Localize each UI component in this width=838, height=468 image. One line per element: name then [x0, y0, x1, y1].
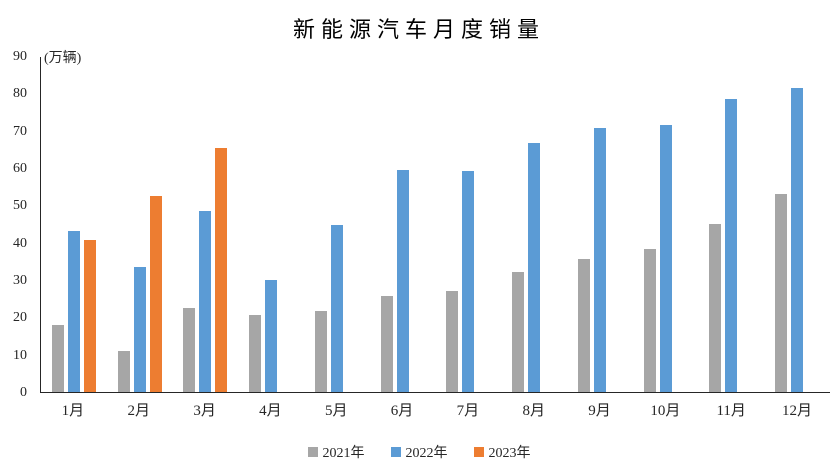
- legend-label: 2022年: [405, 446, 448, 461]
- bar: [528, 143, 541, 392]
- legend-swatch-icon: [473, 447, 484, 457]
- bar: [83, 239, 96, 392]
- bar: [659, 125, 672, 392]
- x-axis-labels: 1月 2月 3月 4月 5月 6月 7月 8月 9月 10月 11月 12月: [40, 399, 830, 420]
- x-tick-label: 1月: [61, 403, 85, 419]
- bar: [512, 272, 525, 392]
- bar: [314, 311, 327, 392]
- month-group: [41, 57, 107, 392]
- month-group: [633, 57, 699, 392]
- bar: [791, 88, 804, 392]
- x-tick-label: 2月: [127, 403, 150, 419]
- legend-item: 2022年: [390, 442, 448, 462]
- bar: [330, 225, 343, 392]
- bar: [643, 249, 656, 392]
- legend: 2021年 2022年 2023年: [0, 442, 838, 462]
- y-tick-label: 90: [13, 49, 27, 64]
- month-group: [238, 57, 304, 392]
- month-group: [436, 57, 502, 392]
- x-tick-label: 10月: [650, 403, 681, 419]
- bar: [149, 196, 162, 392]
- bar: [396, 169, 409, 392]
- y-tick-label: 10: [13, 347, 27, 363]
- month-group: [501, 57, 567, 392]
- bar: [51, 325, 64, 392]
- bar: [775, 193, 788, 392]
- month-group: [567, 57, 633, 392]
- x-tick-label: 8月: [522, 403, 545, 419]
- y-axis-ticks: 0 10 20 30 40 50 60 70 80 90: [0, 49, 33, 400]
- x-tick-label: 5月: [324, 403, 348, 419]
- x-tick-label: 6月: [390, 403, 414, 419]
- month-group: [699, 57, 765, 392]
- bar: [133, 267, 146, 392]
- bar: [709, 224, 722, 392]
- y-axis-unit-label: (万辆): [44, 51, 82, 66]
- month-group: [764, 57, 830, 392]
- x-tick-label: 4月: [259, 403, 282, 419]
- bar: [725, 98, 738, 392]
- y-tick-label: 50: [13, 198, 27, 214]
- legend-item: 2023年: [473, 442, 531, 462]
- y-tick-label: 0: [20, 385, 27, 400]
- bar: [593, 127, 606, 392]
- x-tick-label: 9月: [588, 403, 611, 419]
- bar: [265, 280, 278, 392]
- bar: [446, 290, 459, 392]
- month-group: [304, 57, 370, 392]
- bar: [215, 148, 228, 392]
- legend-swatch-icon: [390, 447, 401, 457]
- month-group: [107, 57, 173, 392]
- bar: [67, 231, 80, 392]
- y-tick-label: 20: [13, 310, 27, 326]
- bar: [199, 211, 212, 392]
- y-tick-label: 40: [13, 235, 27, 251]
- legend-swatch-icon: [307, 447, 318, 457]
- bar: [117, 350, 130, 392]
- y-tick-label: 80: [13, 86, 27, 102]
- bar: [577, 258, 590, 392]
- x-tick-label: 7月: [456, 403, 480, 419]
- month-group: [173, 57, 239, 392]
- y-tick-label: 60: [13, 161, 27, 176]
- month-group: [370, 57, 436, 392]
- bar: [183, 307, 196, 392]
- plot-area: [40, 57, 830, 393]
- legend-label: 2021年: [322, 446, 365, 461]
- x-tick-label: 3月: [193, 403, 216, 419]
- x-tick-label: 12月: [782, 403, 813, 419]
- bar: [380, 296, 393, 392]
- y-tick-label: 30: [13, 273, 27, 288]
- y-tick-label: 70: [13, 123, 27, 139]
- bar: [462, 170, 475, 392]
- x-tick-label: 11月: [716, 403, 746, 419]
- bar: [249, 315, 262, 392]
- legend-label: 2023年: [488, 446, 531, 461]
- chart-title: 新能源汽车月度销量: [292, 17, 545, 42]
- legend-item: 2021年: [307, 442, 365, 462]
